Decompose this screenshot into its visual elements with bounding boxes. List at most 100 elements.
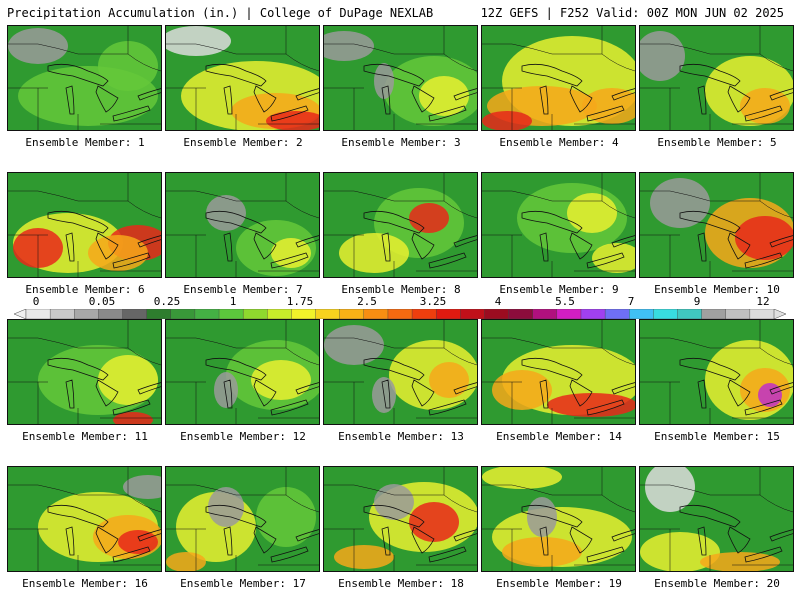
great-lakes-outline — [205, 210, 319, 269]
state-borders — [640, 26, 793, 130]
colorbar-tick-label: 9 — [693, 295, 701, 308]
state-borders — [166, 173, 319, 277]
colorbar-tick-label: 5.5 — [555, 295, 575, 308]
colorbar-swatch — [146, 309, 172, 319]
colorbar-swatch — [749, 309, 775, 319]
ensemble-map — [7, 466, 162, 572]
panel-label: Ensemble Member: 3 — [341, 136, 461, 149]
precip-field — [8, 467, 161, 571]
colorbar — [14, 309, 786, 319]
precip-field — [8, 173, 161, 277]
colorbar-swatch — [218, 309, 244, 319]
precip-field — [640, 26, 793, 130]
precip-field — [324, 26, 477, 130]
ensemble-map — [7, 319, 162, 425]
colorbar-swatch — [25, 309, 51, 319]
colorbar-swatch — [677, 309, 703, 319]
colorbar-tick-label: 1 — [229, 295, 237, 308]
colorbar-swatch — [194, 309, 220, 319]
panel-label: Ensemble Member: 20 — [654, 577, 780, 590]
precip-field — [166, 467, 319, 571]
ensemble-map — [323, 172, 478, 278]
colorbar-swatch — [532, 309, 558, 319]
panel-label: Ensemble Member: 4 — [499, 136, 619, 149]
state-borders — [324, 26, 477, 130]
state-borders — [482, 26, 635, 130]
ensemble-map — [481, 172, 636, 278]
great-lakes-outline — [363, 504, 477, 563]
colorbar-swatch — [580, 309, 606, 319]
great-lakes-outline — [679, 210, 793, 269]
great-lakes-outline — [205, 63, 319, 122]
great-lakes-outline — [679, 504, 793, 563]
ensemble-map — [323, 25, 478, 131]
precip-field — [166, 173, 319, 277]
great-lakes-outline — [47, 210, 161, 269]
ensemble-map — [165, 172, 320, 278]
colorbar-tick-label: 0.05 — [88, 295, 116, 308]
precip-field — [640, 467, 793, 571]
colorbar-swatch — [725, 309, 751, 319]
ensemble-map — [165, 466, 320, 572]
great-lakes-outline — [363, 210, 477, 269]
state-borders — [166, 26, 319, 130]
panel-label: Ensemble Member: 11 — [22, 430, 148, 443]
ensemble-map — [323, 319, 478, 425]
panel-label: Ensemble Member: 7 — [183, 283, 303, 296]
chart-title: Precipitation Accumulation (in.) | Colle… — [7, 6, 434, 20]
panel-label: Ensemble Member: 2 — [183, 136, 303, 149]
panel-label: Ensemble Member: 14 — [496, 430, 622, 443]
panel-label: Ensemble Member: 16 — [22, 577, 148, 590]
panel-label: Ensemble Member: 10 — [654, 283, 780, 296]
great-lakes-outline — [521, 504, 635, 563]
precip-field — [324, 467, 477, 571]
state-borders — [324, 320, 477, 424]
great-lakes-outline — [521, 357, 635, 416]
ensemble-map — [7, 25, 162, 131]
colorbar-swatch — [653, 309, 679, 319]
panel-label: Ensemble Member: 5 — [657, 136, 777, 149]
state-borders — [8, 173, 161, 277]
great-lakes-outline — [521, 210, 635, 269]
panel-label: Ensemble Member: 19 — [496, 577, 622, 590]
ensemble-map — [639, 172, 794, 278]
panel-label: Ensemble Member: 8 — [341, 283, 461, 296]
colorbar-swatch — [74, 309, 99, 319]
state-borders — [166, 320, 319, 424]
ensemble-map — [165, 25, 320, 131]
colorbar-swatch — [508, 309, 534, 319]
panel-label: Ensemble Member: 13 — [338, 430, 464, 443]
colorbar-swatch — [122, 309, 148, 319]
colorbar-tick-label: 12 — [756, 295, 770, 308]
precip-field — [640, 320, 793, 424]
colorbar-tick-label: 7 — [627, 295, 635, 308]
colorbar-swatch — [484, 309, 510, 319]
colorbar-swatch — [170, 309, 196, 319]
ensemble-map — [639, 466, 794, 572]
great-lakes-outline — [679, 63, 793, 122]
colorbar-tick-label: 3.25 — [419, 295, 447, 308]
colorbar-swatch — [291, 309, 317, 319]
state-borders — [8, 320, 161, 424]
colorbar-swatch — [242, 309, 268, 319]
state-borders — [8, 26, 161, 130]
state-borders — [324, 173, 477, 277]
colorbar-swatch — [339, 309, 365, 319]
colorbar-swatch — [49, 309, 75, 319]
state-borders — [640, 467, 793, 571]
state-borders — [166, 467, 319, 571]
ensemble-map — [639, 319, 794, 425]
state-borders — [8, 467, 161, 571]
panel-label: Ensemble Member: 1 — [25, 136, 145, 149]
precip-field — [482, 26, 635, 130]
colorbar-swatch — [629, 309, 654, 319]
state-borders — [482, 467, 635, 571]
colorbar-swatch — [701, 309, 727, 319]
precip-field — [640, 173, 793, 277]
colorbar-tick-label: 0.25 — [153, 295, 181, 308]
colorbar-swatch — [556, 309, 582, 319]
great-lakes-outline — [47, 357, 161, 416]
state-borders — [324, 467, 477, 571]
colorbar-swatch — [363, 309, 389, 319]
ensemble-map — [481, 319, 636, 425]
